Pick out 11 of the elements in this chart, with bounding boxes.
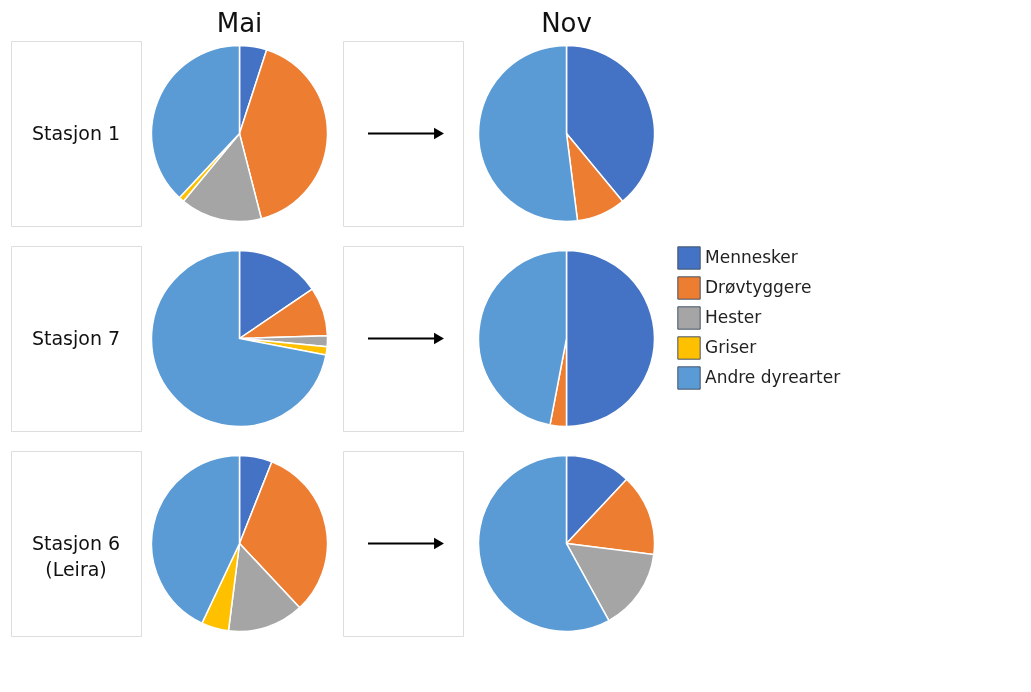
pie-slice	[150, 249, 327, 428]
text: Stasjon 1	[31, 121, 121, 144]
chart-title: Nov	[541, 8, 592, 38]
legend-label: Hester	[705, 307, 762, 327]
legend-label: Drøvtyggere	[705, 277, 812, 297]
legend-label: Andre dyrearter	[705, 367, 841, 387]
text: Stasjon 6 (Leira)	[31, 531, 121, 580]
text: Stasjon 7	[31, 326, 121, 349]
legend-label: Mennesker	[705, 247, 798, 267]
legend-label: Griser	[705, 337, 757, 357]
chart-title: Mai	[216, 8, 263, 38]
